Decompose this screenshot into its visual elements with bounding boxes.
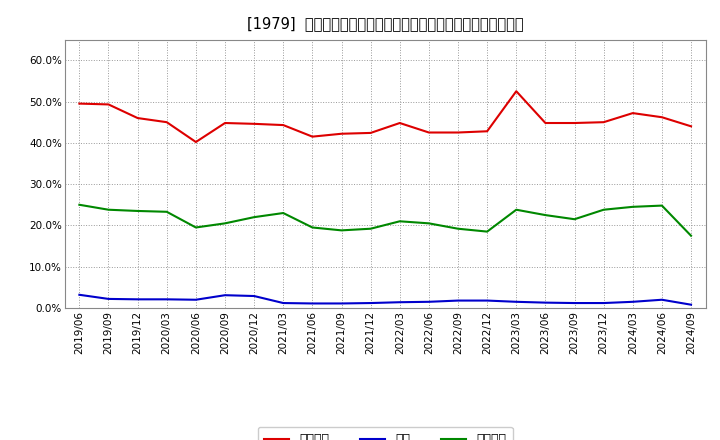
在庫 bbox=[541, 300, 550, 305]
売上債権 bbox=[163, 120, 171, 125]
在庫 bbox=[657, 297, 666, 302]
買入債務 bbox=[133, 208, 142, 213]
売上債権 bbox=[366, 130, 375, 136]
買入債務 bbox=[308, 225, 317, 230]
買入債務 bbox=[250, 215, 258, 220]
売上債権 bbox=[512, 88, 521, 94]
買入債務 bbox=[541, 213, 550, 218]
在庫 bbox=[366, 301, 375, 306]
売上債権 bbox=[541, 121, 550, 126]
在庫 bbox=[250, 293, 258, 299]
買入債務 bbox=[687, 233, 696, 238]
売上債権 bbox=[192, 139, 200, 145]
売上債権 bbox=[687, 124, 696, 129]
売上債権 bbox=[570, 121, 579, 126]
Title: [1979]  売上債権、在庫、買入債務の総資産に対する比率の推移: [1979] 売上債権、在庫、買入債務の総資産に対する比率の推移 bbox=[247, 16, 523, 32]
買入債務 bbox=[104, 207, 113, 213]
買入債務 bbox=[337, 228, 346, 233]
在庫 bbox=[512, 299, 521, 304]
売上債権 bbox=[220, 121, 229, 126]
売上債権 bbox=[104, 102, 113, 107]
売上債権 bbox=[337, 131, 346, 136]
在庫 bbox=[454, 298, 462, 303]
買入債務 bbox=[395, 219, 404, 224]
在庫 bbox=[220, 293, 229, 298]
在庫 bbox=[133, 297, 142, 302]
在庫 bbox=[570, 301, 579, 306]
売上債権 bbox=[483, 128, 492, 134]
在庫 bbox=[279, 301, 287, 306]
在庫 bbox=[337, 301, 346, 306]
在庫 bbox=[629, 299, 637, 304]
Legend: 売上債権, 在庫, 買入債務: 売上債権, 在庫, 買入債務 bbox=[258, 427, 513, 440]
在庫 bbox=[192, 297, 200, 302]
売上債権 bbox=[629, 110, 637, 116]
売上債権 bbox=[425, 130, 433, 135]
売上債権 bbox=[599, 120, 608, 125]
買入債務 bbox=[657, 203, 666, 208]
在庫 bbox=[163, 297, 171, 302]
買入債務 bbox=[512, 207, 521, 213]
在庫 bbox=[425, 299, 433, 304]
買入債務 bbox=[192, 225, 200, 230]
買入債務 bbox=[454, 226, 462, 231]
売上債権 bbox=[279, 122, 287, 128]
買入債務 bbox=[599, 207, 608, 213]
買入債務 bbox=[366, 226, 375, 231]
買入債務 bbox=[629, 204, 637, 209]
売上債権 bbox=[308, 134, 317, 139]
売上債権 bbox=[657, 114, 666, 120]
売上債権 bbox=[133, 115, 142, 121]
売上債権 bbox=[75, 101, 84, 106]
在庫 bbox=[599, 301, 608, 306]
買入債務 bbox=[279, 210, 287, 216]
在庫 bbox=[75, 292, 84, 297]
在庫 bbox=[308, 301, 317, 306]
Line: 売上債権: 売上債権 bbox=[79, 91, 691, 142]
買入債務 bbox=[220, 221, 229, 226]
Line: 買入債務: 買入債務 bbox=[79, 205, 691, 236]
売上債権 bbox=[395, 121, 404, 126]
Line: 在庫: 在庫 bbox=[79, 295, 691, 304]
在庫 bbox=[395, 300, 404, 305]
買入債務 bbox=[570, 216, 579, 222]
買入債務 bbox=[483, 229, 492, 234]
売上債権 bbox=[250, 121, 258, 126]
在庫 bbox=[483, 298, 492, 303]
在庫 bbox=[104, 296, 113, 301]
買入債務 bbox=[163, 209, 171, 214]
買入債務 bbox=[425, 221, 433, 226]
買入債務 bbox=[75, 202, 84, 207]
在庫 bbox=[687, 302, 696, 307]
売上債権 bbox=[454, 130, 462, 135]
